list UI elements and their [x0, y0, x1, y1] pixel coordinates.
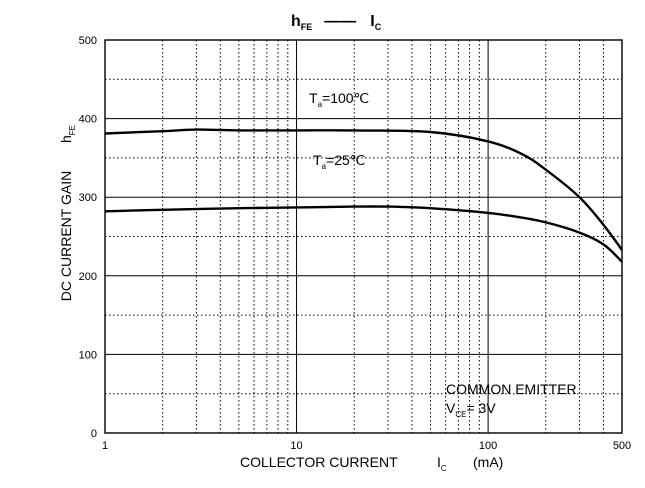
y-tick-label: 300 — [79, 192, 97, 204]
x-tick-labels: 1 10 100 500 — [102, 440, 631, 452]
x-tick-label: 500 — [613, 440, 631, 452]
x-axis-symbol: IC — [437, 454, 447, 473]
series-line-ta100 — [104, 128, 623, 251]
x-tick-label: 10 — [290, 440, 302, 452]
y-tick-label: 100 — [79, 349, 97, 361]
annotation-vce: VCE= 3V — [446, 400, 496, 419]
series-line-ta25 — [104, 205, 623, 263]
series-label-ta100: Ta=100℃ — [309, 90, 369, 109]
curves — [104, 128, 623, 263]
y-axis-symbol: hFE — [58, 125, 77, 143]
chart-title: hFE —— IC — [291, 13, 382, 32]
y-tick-label: 200 — [79, 271, 97, 283]
y-axis-label: DC CURRENT GAIN — [58, 171, 74, 301]
x-axis-unit: (mA) — [473, 454, 503, 470]
grid — [105, 40, 622, 433]
x-axis-label: COLLECTOR CURRENT — [240, 454, 398, 470]
y-tick-label: 500 — [79, 35, 97, 47]
plot-frame — [104, 39, 623, 434]
x-tick-label: 1 — [102, 440, 108, 452]
y-tick-labels: 0 100 200 300 400 500 — [79, 35, 97, 440]
series-label-ta25: Ta=25℃ — [313, 152, 366, 171]
y-tick-label: 0 — [91, 428, 97, 440]
x-tick-label: 100 — [479, 440, 497, 452]
annotation-common-emitter: COMMON EMITTER — [446, 381, 577, 397]
y-tick-label: 400 — [79, 114, 97, 126]
